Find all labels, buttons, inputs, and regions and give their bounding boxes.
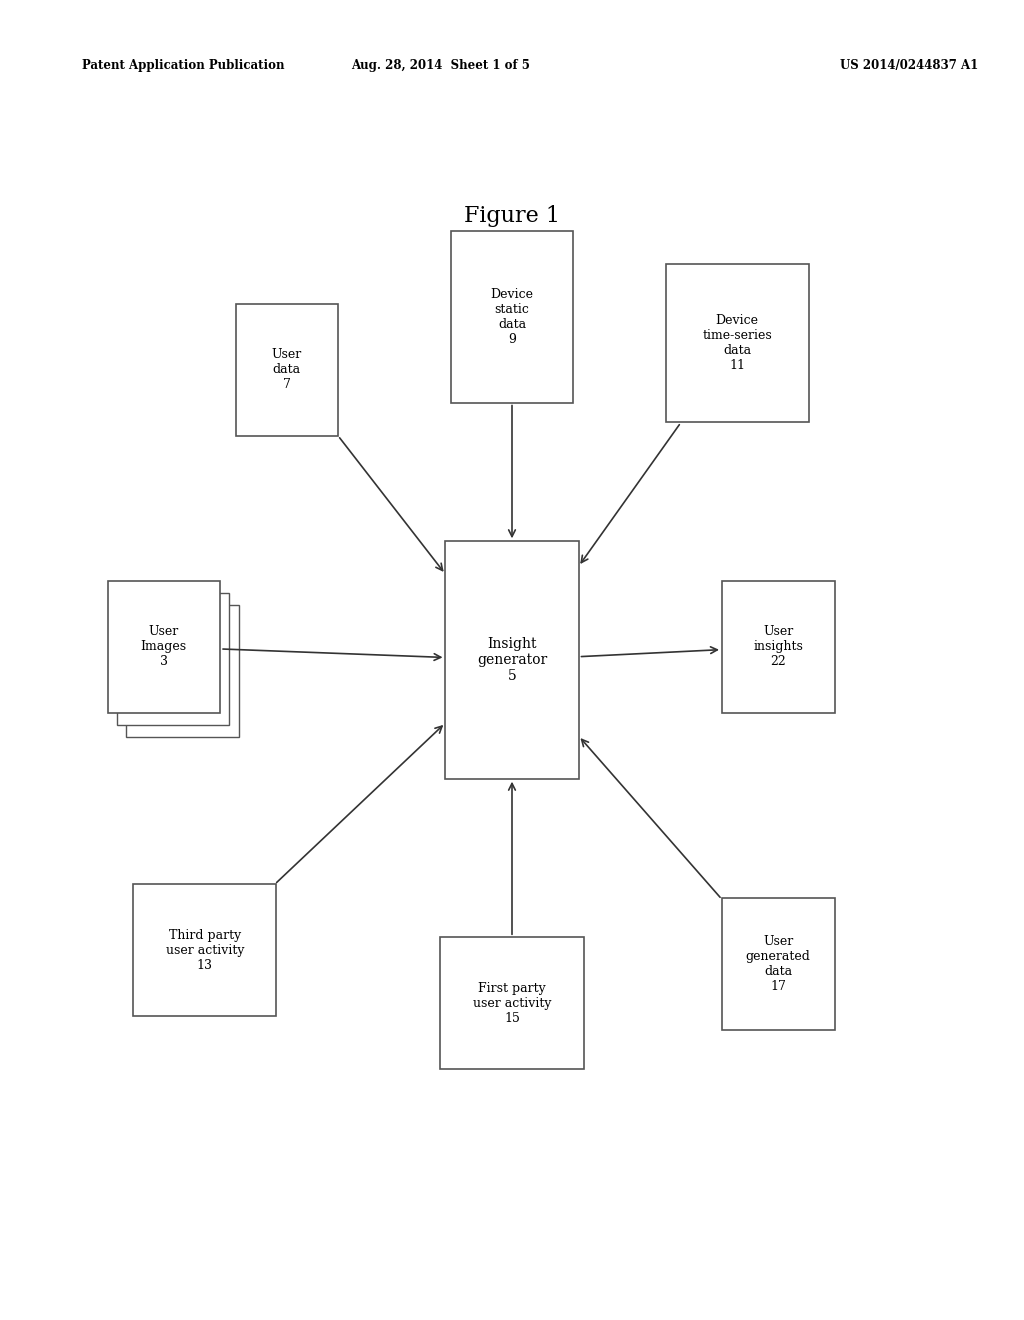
FancyBboxPatch shape: [445, 541, 579, 779]
Text: User
Images
3: User Images 3: [140, 626, 187, 668]
Text: Device
time-series
data
11: Device time-series data 11: [702, 314, 772, 372]
Text: Figure 1: Figure 1: [464, 205, 560, 227]
FancyBboxPatch shape: [126, 605, 239, 737]
FancyBboxPatch shape: [666, 264, 809, 422]
FancyBboxPatch shape: [440, 937, 584, 1069]
FancyBboxPatch shape: [117, 593, 229, 725]
FancyBboxPatch shape: [236, 304, 338, 436]
FancyBboxPatch shape: [451, 231, 573, 403]
FancyBboxPatch shape: [722, 898, 835, 1030]
FancyBboxPatch shape: [108, 581, 220, 713]
Text: User
generated
data
17: User generated data 17: [745, 935, 811, 993]
FancyBboxPatch shape: [133, 884, 276, 1016]
Text: First party
user activity
15: First party user activity 15: [473, 982, 551, 1024]
Text: Third party
user activity
13: Third party user activity 13: [166, 929, 244, 972]
FancyBboxPatch shape: [722, 581, 835, 713]
Text: Aug. 28, 2014  Sheet 1 of 5: Aug. 28, 2014 Sheet 1 of 5: [351, 59, 529, 73]
Text: Device
static
data
9: Device static data 9: [490, 288, 534, 346]
Text: Insight
generator
5: Insight generator 5: [477, 636, 547, 684]
Text: User
data
7: User data 7: [271, 348, 302, 391]
Text: Patent Application Publication: Patent Application Publication: [82, 59, 285, 73]
Text: User
insights
22: User insights 22: [754, 626, 803, 668]
Text: US 2014/0244837 A1: US 2014/0244837 A1: [840, 59, 978, 73]
